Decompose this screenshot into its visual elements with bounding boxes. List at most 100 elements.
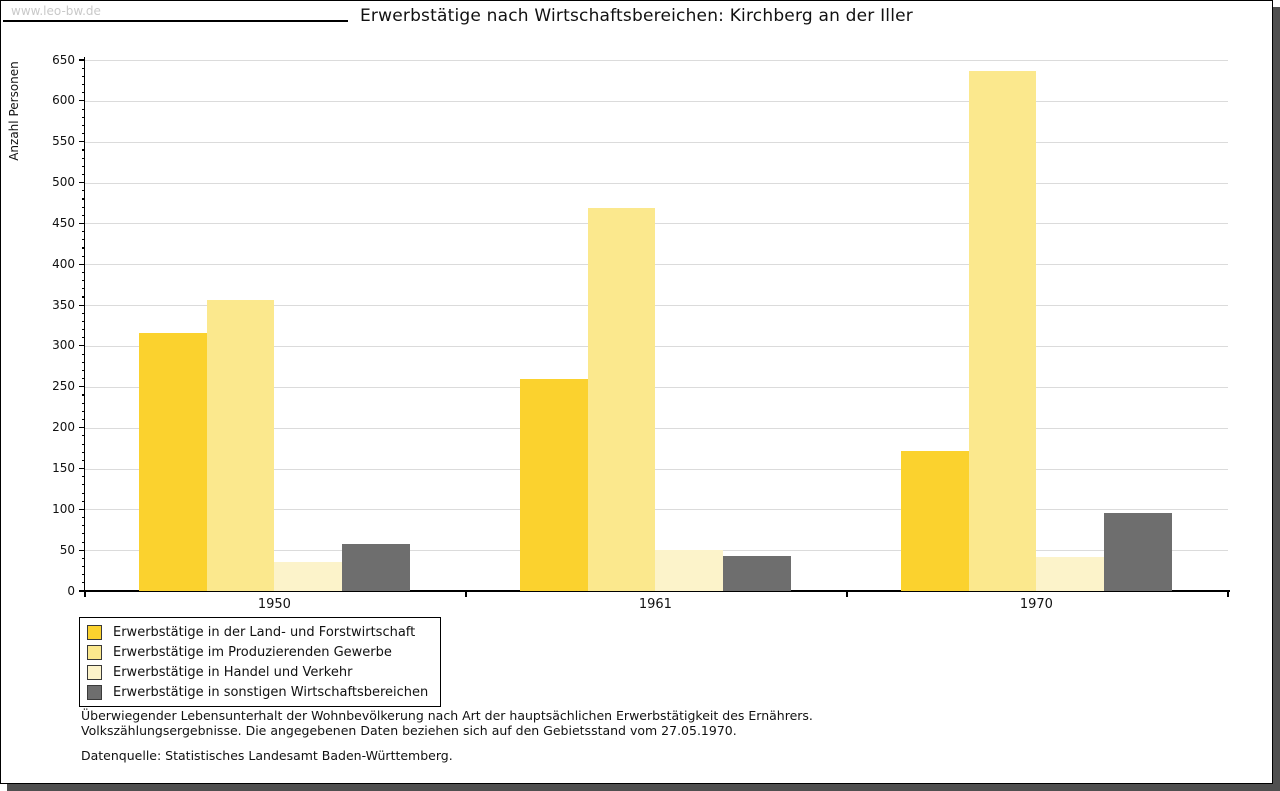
bar	[1036, 556, 1105, 591]
y-axis-tick-label: 50	[59, 542, 75, 557]
y-axis-minor-tick	[81, 296, 85, 298]
gridline	[85, 141, 1228, 143]
y-axis-minor-tick	[81, 451, 85, 453]
data-source: Datenquelle: Statistisches Landesamt Bad…	[81, 748, 453, 763]
gridline	[85, 509, 1228, 511]
y-axis-minor-tick	[81, 517, 85, 519]
gridline	[85, 264, 1228, 266]
y-axis-line	[83, 57, 86, 592]
legend-item: Erwerbstätige im Produzierenden Gewerbe	[87, 642, 428, 662]
y-axis-minor-tick	[81, 214, 85, 216]
y-axis-minor-tick	[81, 255, 85, 257]
y-axis-major-tick	[78, 304, 85, 306]
x-axis-tick	[465, 592, 467, 597]
y-axis-tick-label: 450	[52, 215, 75, 230]
y-axis-minor-tick	[81, 190, 85, 192]
y-axis-minor-tick	[81, 165, 85, 167]
y-axis-major-tick	[78, 549, 85, 551]
y-axis-major-tick	[78, 100, 85, 102]
y-axis-minor-tick	[81, 157, 85, 159]
y-axis-tick-label: 600	[52, 93, 75, 108]
bar	[139, 332, 207, 591]
y-axis-minor-tick	[81, 75, 85, 77]
y-axis-minor-tick	[81, 410, 85, 412]
x-axis-category-label: 1950	[257, 597, 291, 612]
y-axis-tick-label: 650	[52, 52, 75, 67]
legend: Erwerbstätige in der Land- und Forstwirt…	[79, 617, 442, 707]
chart-title: Erwerbstätige nach Wirtschaftsbereichen:…	[359, 6, 913, 26]
y-axis-minor-tick	[81, 239, 85, 241]
y-axis-tick-label: 200	[52, 420, 75, 435]
y-axis-major-tick	[78, 508, 85, 510]
y-axis-minor-tick	[81, 288, 85, 290]
y-axis-tick-label: 400	[52, 256, 75, 271]
footnote: Überwiegender Lebensunterhalt der Wohnbe…	[81, 708, 813, 764]
y-axis-label: Anzahl Personen	[7, 61, 21, 161]
y-axis-minor-tick	[81, 369, 85, 372]
y-axis-minor-tick	[81, 133, 85, 135]
footnote-line-2: Volkszählungsergebnisse. Die angegebenen…	[81, 722, 737, 738]
y-axis-minor-tick	[81, 173, 85, 176]
bar	[655, 550, 724, 591]
y-axis-minor-tick	[81, 280, 85, 282]
x-axis-category-label: 1961	[638, 597, 672, 612]
y-axis-minor-tick	[81, 320, 85, 323]
y-axis-minor-tick	[81, 402, 85, 404]
x-axis-tick	[1227, 592, 1229, 597]
y-axis-minor-tick	[81, 443, 85, 445]
y-axis-minor-tick	[81, 476, 85, 478]
y-axis-minor-tick	[81, 149, 85, 151]
y-axis-minor-tick	[81, 492, 85, 494]
gridline	[85, 100, 1228, 102]
gridline	[85, 223, 1228, 225]
y-axis-minor-tick	[81, 116, 85, 118]
y-axis-minor-tick	[81, 198, 85, 200]
y-axis-minor-tick	[81, 533, 85, 535]
y-axis-minor-tick	[81, 92, 85, 94]
y-axis-tick-label: 250	[52, 379, 75, 394]
y-axis-minor-tick	[81, 361, 85, 363]
y-axis-minor-tick	[81, 574, 85, 576]
y-axis-major-tick	[78, 345, 85, 347]
y-axis-minor-tick	[81, 525, 85, 527]
legend-item-label: Erwerbstätige in der Land- und Forstwirt…	[113, 624, 416, 640]
bar	[901, 450, 969, 591]
legend-item: Erwerbstätige in sonstigen Wirtschaftsbe…	[87, 682, 428, 702]
y-axis-tick-label: 550	[52, 134, 75, 149]
watermark: www.leo-bw.de	[11, 4, 101, 18]
y-axis-major-tick	[78, 467, 85, 470]
y-axis-major-tick	[78, 181, 85, 184]
y-axis-minor-tick	[81, 541, 85, 543]
y-axis-minor-tick	[81, 418, 85, 421]
x-axis-category-label: 1970	[1019, 597, 1053, 612]
gridline	[85, 427, 1228, 429]
gridline	[85, 345, 1228, 347]
y-axis-minor-tick	[81, 435, 85, 437]
y-axis-major-tick	[78, 386, 85, 388]
gridline	[85, 468, 1228, 470]
y-axis-minor-tick	[81, 500, 85, 502]
legend-item-label: Erwerbstätige im Produzierenden Gewerbe	[113, 644, 392, 660]
legend-item-label: Erwerbstätige in Handel und Verkehr	[113, 664, 353, 680]
y-axis-major-tick	[78, 263, 85, 265]
x-axis-tick	[846, 592, 848, 597]
bar	[723, 555, 791, 591]
y-axis-minor-tick	[81, 231, 85, 233]
gridline	[85, 386, 1228, 388]
y-axis-tick-label: 0	[67, 583, 75, 598]
bar	[206, 300, 275, 591]
legend-color-swatch	[87, 684, 102, 700]
y-axis-minor-tick	[81, 206, 85, 208]
y-axis-minor-tick	[81, 108, 85, 110]
y-axis-tick-label: 100	[52, 501, 75, 516]
legend-item: Erwerbstätige in der Land- und Forstwirt…	[87, 622, 428, 642]
y-axis-minor-tick	[81, 378, 85, 380]
y-axis-tick-label: 500	[52, 175, 75, 189]
y-axis-minor-tick	[81, 394, 85, 396]
footnote-line-1: Überwiegender Lebensunterhalt der Wohnbe…	[81, 708, 813, 723]
bar	[968, 70, 1037, 591]
legend-color-swatch	[87, 624, 102, 640]
y-axis-minor-tick	[81, 353, 85, 355]
y-axis-minor-tick	[81, 84, 85, 86]
